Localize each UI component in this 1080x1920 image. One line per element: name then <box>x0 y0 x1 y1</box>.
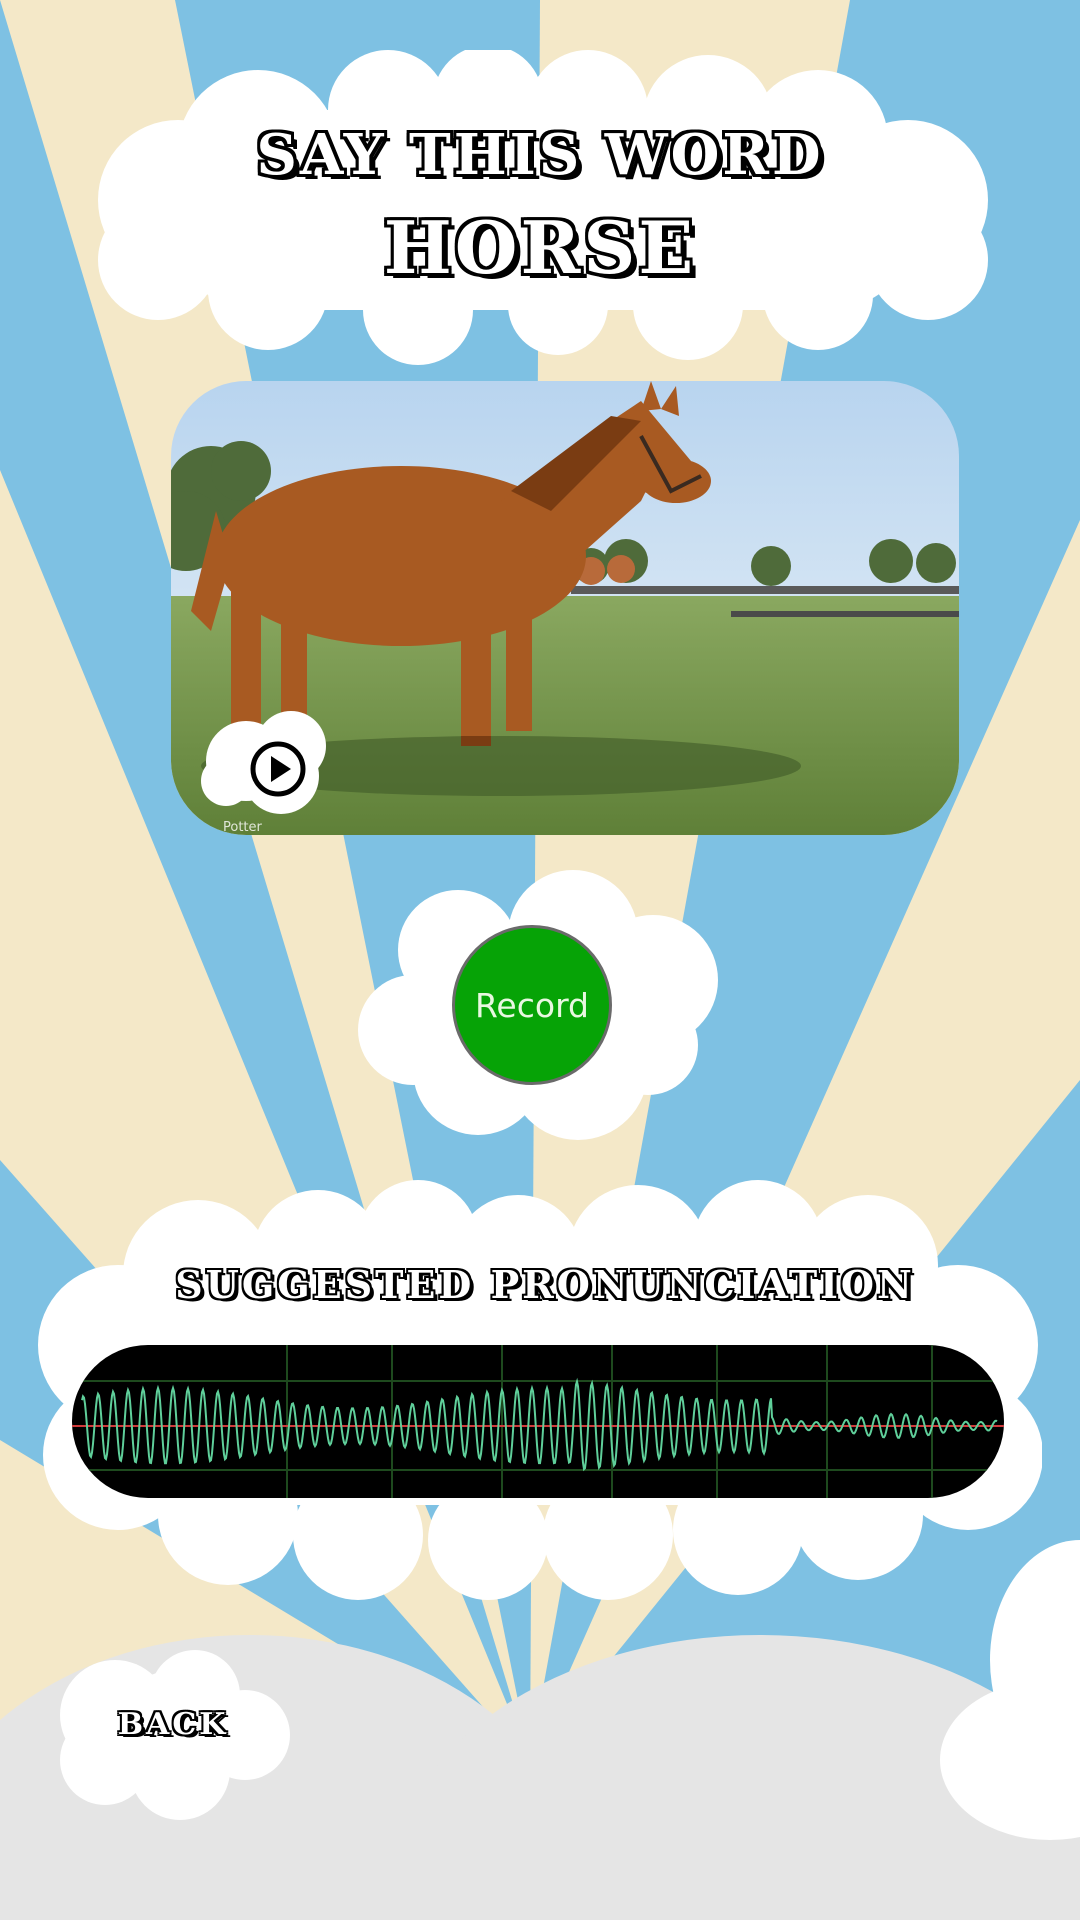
back-button[interactable]: BACK <box>117 1706 229 1742</box>
play-icon[interactable] <box>248 739 308 799</box>
target-word: HORSE <box>383 205 697 290</box>
pronunciation-title: Suggested pronunciation <box>175 1262 915 1307</box>
record-button[interactable]: Record <box>452 925 612 1085</box>
title-line: Say this word <box>256 122 824 188</box>
pronunciation-waveform[interactable] <box>72 1345 1004 1498</box>
back-cloud <box>60 1650 290 1820</box>
photo-credit: Potter <box>223 820 263 835</box>
title-cloud <box>98 50 988 365</box>
